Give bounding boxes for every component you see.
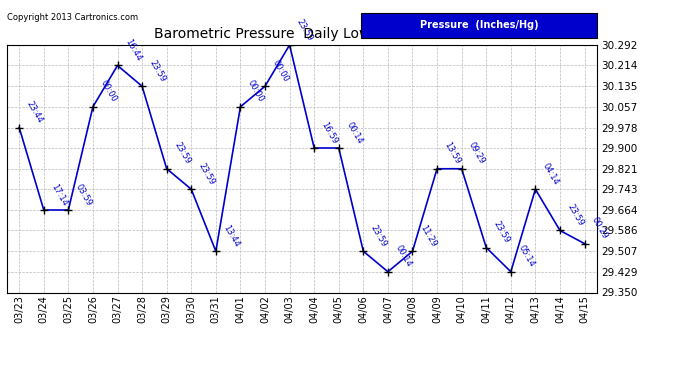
Text: 16:44: 16:44 (123, 38, 143, 63)
Text: Copyright 2013 Cartronics.com: Copyright 2013 Cartronics.com (7, 13, 138, 22)
Text: 23:59: 23:59 (492, 220, 511, 245)
Text: 05:14: 05:14 (516, 244, 536, 269)
Text: 00:29: 00:29 (590, 216, 610, 241)
Text: 11:29: 11:29 (418, 224, 437, 249)
Text: 23:59: 23:59 (566, 202, 585, 228)
Text: 23:59: 23:59 (295, 17, 315, 42)
Text: 23:59: 23:59 (197, 161, 217, 186)
Text: 16:59: 16:59 (319, 120, 339, 145)
Text: 13:44: 13:44 (221, 223, 241, 249)
Text: 03:59: 03:59 (74, 182, 94, 207)
Text: 23:59: 23:59 (369, 223, 388, 249)
Text: 00:14: 00:14 (393, 244, 413, 269)
Text: 23:44: 23:44 (25, 99, 44, 125)
Text: 13:59: 13:59 (442, 141, 462, 166)
Text: Pressure  (Inches/Hg): Pressure (Inches/Hg) (420, 20, 538, 30)
Title: Barometric Pressure  Daily Low  20130416: Barometric Pressure Daily Low 20130416 (154, 27, 450, 41)
Text: 00:14: 00:14 (344, 120, 364, 145)
Text: 17:14: 17:14 (49, 182, 69, 207)
Text: 00:00: 00:00 (270, 58, 290, 84)
Bar (361, 13, 597, 38)
Text: 23:59: 23:59 (148, 58, 168, 84)
Text: 00:00: 00:00 (246, 79, 266, 104)
Text: 23:59: 23:59 (172, 141, 192, 166)
Text: 00:00: 00:00 (99, 79, 118, 104)
Text: 09:29: 09:29 (467, 141, 487, 166)
Text: 04:14: 04:14 (541, 161, 560, 186)
